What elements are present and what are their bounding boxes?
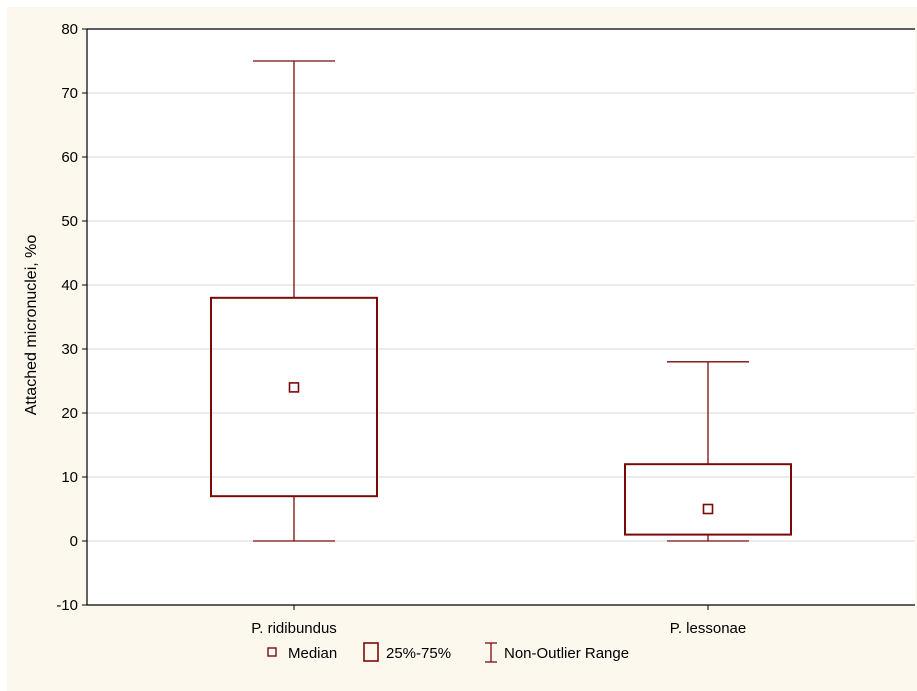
y-tick-label: 70: [61, 85, 78, 102]
boxes: [210, 60, 792, 542]
median-marker: [288, 382, 300, 393]
box-2: [624, 361, 792, 542]
y-tick-label: 80: [61, 21, 78, 38]
y-tick-label: 30: [61, 341, 78, 358]
legend-box-label: 25%-75%: [386, 645, 451, 662]
y-tick-label: 20: [61, 405, 78, 422]
y-tick-label: 40: [61, 277, 78, 294]
x-tick-label: P. lessonae: [670, 620, 746, 637]
y-axis-label: Attached micronuclei, %o: [23, 235, 40, 416]
y-axis-ticks: -10 0 10 20 30 40 50 60 70 80: [56, 21, 87, 614]
grid-lines: [87, 92, 915, 542]
median-marker: [702, 503, 714, 515]
y-tick-label: 10: [61, 469, 78, 486]
box-1: [210, 60, 378, 542]
iqr-box: [624, 463, 792, 536]
y-tick-label: -10: [56, 597, 78, 614]
legend-median-swatch: [267, 647, 277, 657]
legend-box-swatch: [363, 642, 379, 662]
y-tick-label: 60: [61, 149, 78, 166]
y-tick-label: 50: [61, 213, 78, 230]
legend-range-label: Non-Outlier Range: [504, 645, 629, 662]
plot-area: [87, 29, 915, 605]
legend-median-label: Median: [288, 645, 337, 662]
x-tick-label: P. ridibundus: [251, 620, 337, 637]
legend: Median 25%-75% Non-Outlier Range: [267, 642, 629, 663]
axes-frame: [86, 28, 915, 606]
y-tick-label: 0: [70, 533, 78, 550]
iqr-box: [210, 296, 378, 498]
x-axis-ticks: P. ridibundus P. lessonae: [251, 605, 746, 637]
